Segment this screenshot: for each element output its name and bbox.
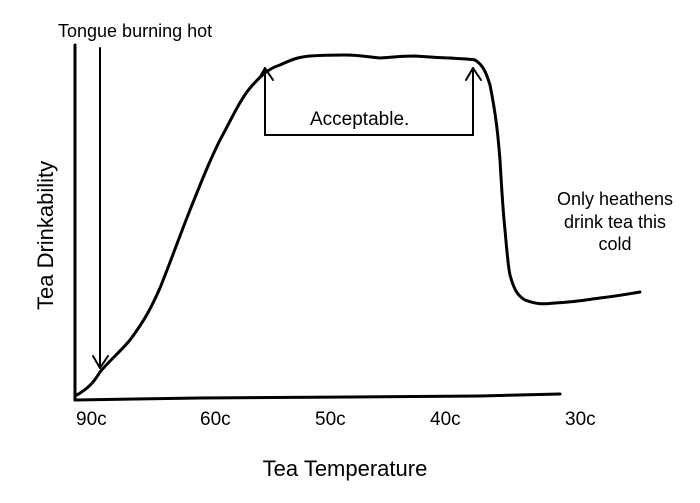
hot-arrow xyxy=(93,48,108,368)
annotation-hot: Tongue burning hot xyxy=(58,20,212,43)
annotation-acceptable: Acceptable. xyxy=(310,108,409,132)
x-axis-label: Tea Temperature xyxy=(235,455,455,483)
y-axis-label: Tea Drinkability xyxy=(32,161,60,310)
xtick-3: 40c xyxy=(430,408,461,432)
xtick-1: 60c xyxy=(200,408,231,432)
x-axis xyxy=(75,394,560,400)
xtick-2: 50c xyxy=(315,408,346,432)
xtick-4: 30c xyxy=(565,408,596,432)
chart-figure: Tongue burning hot Acceptable. Only heat… xyxy=(0,0,700,503)
annotation-cold: Only heathens drink tea this cold xyxy=(540,188,690,256)
xtick-0: 90c xyxy=(76,408,107,432)
